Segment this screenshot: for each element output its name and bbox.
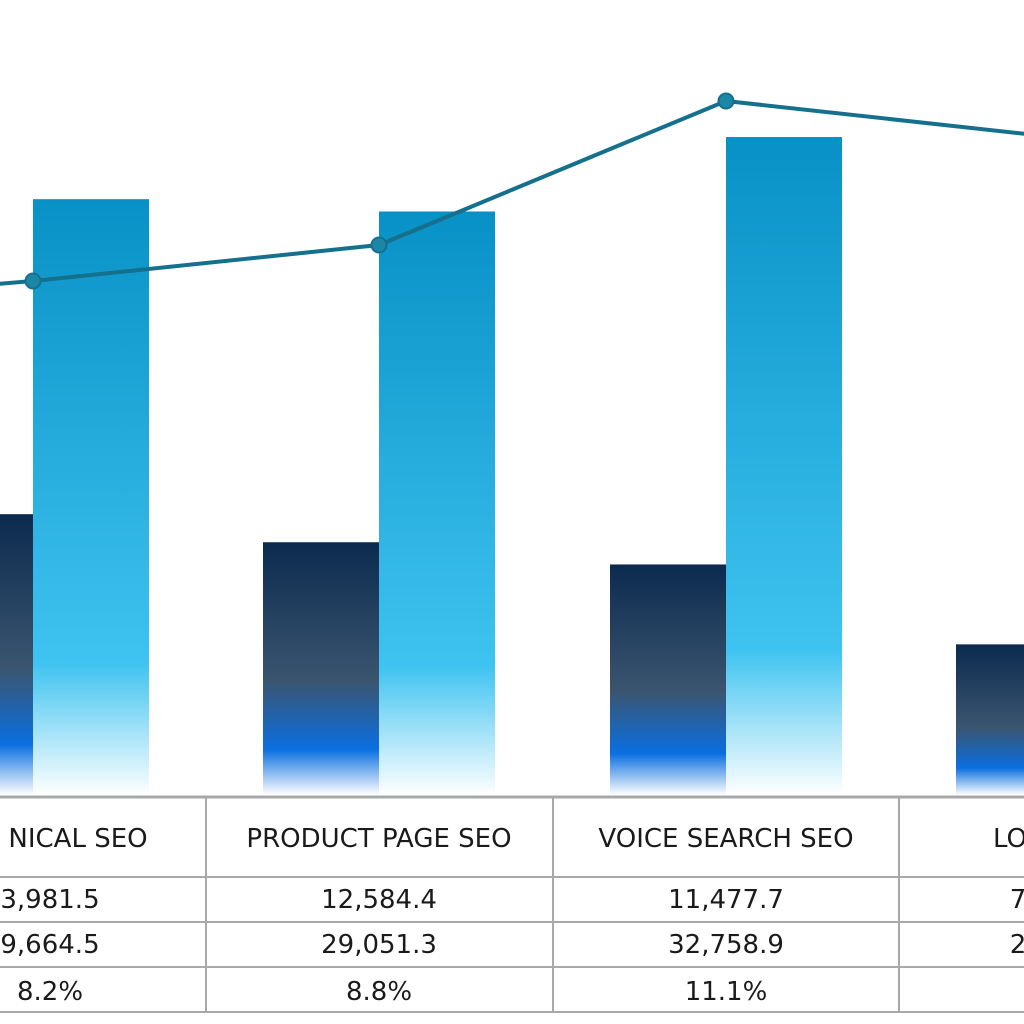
line-point-1 [370,236,388,254]
bars-layer [0,137,1024,795]
line-point-0 [24,272,42,290]
category-label-1: PRODUCT PAGE SEO [246,824,511,854]
data-table: NICAL SEO PRODUCT PAGE SEO VOICE SEARCH SE… [0,795,1024,1013]
table-cell-r2-c0: 8.2% [17,977,83,1007]
bar-series1-0 [0,514,33,795]
table-cell-r0-c1: 12,584.4 [321,885,437,915]
table-cell-r2-c1: 8.8% [346,977,412,1007]
bar-series2-2 [726,137,842,795]
line-point-2 [717,92,735,110]
bar-series1-2 [610,564,726,795]
category-label-3: LO [993,824,1024,854]
bar-series1-1 [263,542,379,795]
bar-series1-3 [956,644,1024,795]
table-cell-r2-c2: 11.1% [685,977,768,1007]
category-label-2: VOICE SEARCH SEO [598,824,853,854]
table-cell-r1-c3: 2 [1010,930,1024,960]
table-cell-r0-c0: 3,981.5 [0,885,99,915]
line-series-3 [0,99,1024,286]
table-cell-r1-c2: 32,758.9 [668,930,784,960]
table-cell-r1-c1: 29,051.3 [321,930,437,960]
bar-series2-0 [33,199,149,795]
category-label-0: NICAL SEO [8,824,147,854]
bar-series2-1 [379,211,495,795]
table-cell-r1-c0: 9,664.5 [0,930,99,960]
table-cell-r0-c3: 7 [1010,885,1024,915]
line-layer [0,92,1024,290]
table-cell-r0-c2: 11,477.7 [668,885,784,915]
